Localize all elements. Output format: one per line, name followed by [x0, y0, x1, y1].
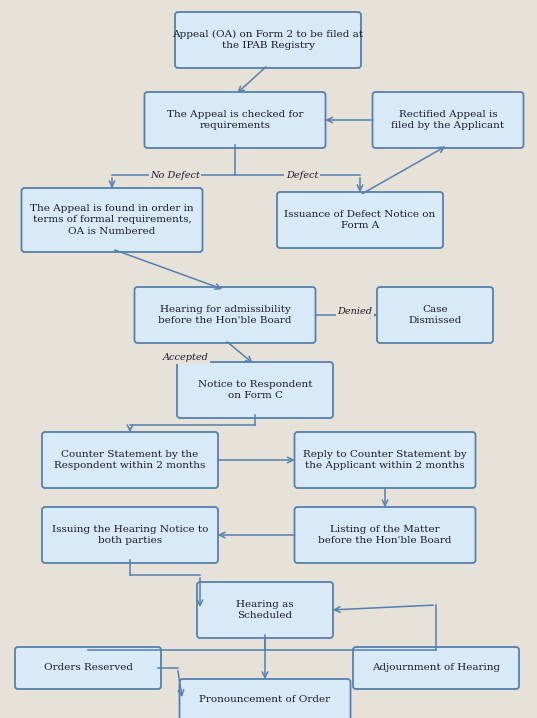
- FancyBboxPatch shape: [373, 92, 524, 148]
- FancyBboxPatch shape: [353, 647, 519, 689]
- FancyBboxPatch shape: [15, 647, 161, 689]
- Text: Reply to Counter Statement by
the Applicant within 2 months: Reply to Counter Statement by the Applic…: [303, 449, 467, 470]
- Text: Rectified Appeal is
filed by the Applicant: Rectified Appeal is filed by the Applica…: [391, 110, 505, 131]
- Text: Issuance of Defect Notice on
Form A: Issuance of Defect Notice on Form A: [285, 210, 436, 230]
- FancyBboxPatch shape: [177, 362, 333, 418]
- FancyBboxPatch shape: [197, 582, 333, 638]
- Text: Defect: Defect: [286, 170, 318, 180]
- FancyBboxPatch shape: [294, 432, 475, 488]
- Text: Adjournment of Hearing: Adjournment of Hearing: [372, 663, 500, 673]
- FancyBboxPatch shape: [175, 12, 361, 68]
- FancyBboxPatch shape: [134, 287, 316, 343]
- Text: Accepted: Accepted: [163, 353, 209, 363]
- Text: Hearing as
Scheduled: Hearing as Scheduled: [236, 600, 294, 620]
- Text: Appeal (OA) on Form 2 to be filed at
the IPAB Registry: Appeal (OA) on Form 2 to be filed at the…: [172, 29, 364, 50]
- Text: Pronouncement of Order: Pronouncement of Order: [199, 696, 331, 704]
- Text: The Appeal is found in order in
terms of formal requirements,
OA is Numbered: The Appeal is found in order in terms of…: [30, 204, 194, 236]
- FancyBboxPatch shape: [42, 507, 218, 563]
- FancyBboxPatch shape: [377, 287, 493, 343]
- Text: Counter Statement by the
Respondent within 2 months: Counter Statement by the Respondent with…: [54, 449, 206, 470]
- FancyBboxPatch shape: [144, 92, 325, 148]
- FancyBboxPatch shape: [277, 192, 443, 248]
- Text: Issuing the Hearing Notice to
both parties: Issuing the Hearing Notice to both parti…: [52, 525, 208, 546]
- FancyBboxPatch shape: [294, 507, 475, 563]
- FancyBboxPatch shape: [42, 432, 218, 488]
- Text: Notice to Respondent
on Form C: Notice to Respondent on Form C: [198, 380, 312, 401]
- Text: Orders Reserved: Orders Reserved: [43, 663, 133, 673]
- Text: Denied: Denied: [337, 307, 373, 317]
- Text: Hearing for admissibility
before the Hon'ble Board: Hearing for admissibility before the Hon…: [158, 304, 292, 325]
- Text: Listing of the Matter
before the Hon'ble Board: Listing of the Matter before the Hon'ble…: [318, 525, 452, 546]
- Text: No Defect: No Defect: [150, 170, 200, 180]
- FancyBboxPatch shape: [21, 188, 202, 252]
- Text: Case
Dismissed: Case Dismissed: [408, 304, 462, 325]
- Text: The Appeal is checked for
requirements: The Appeal is checked for requirements: [167, 110, 303, 131]
- FancyBboxPatch shape: [179, 679, 351, 718]
